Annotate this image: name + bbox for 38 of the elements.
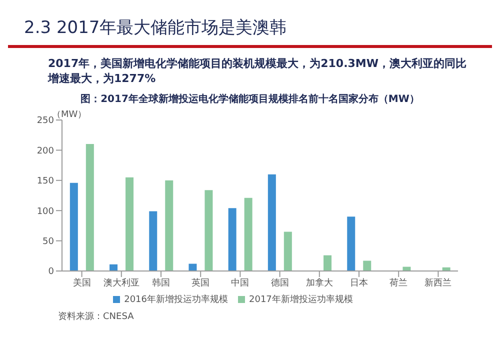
bar <box>86 144 94 271</box>
chart-title: 2.3 2017年最大储能市场是美澳韩 <box>8 8 492 48</box>
x-tick-label: 新西兰 <box>424 277 452 288</box>
y-tick-label: 150 <box>36 176 54 187</box>
x-tick-label: 日本 <box>350 277 368 288</box>
legend-label: 2016年新增投运功率规模 <box>124 295 228 305</box>
bar <box>228 208 236 271</box>
bar <box>268 174 276 271</box>
bar <box>363 260 372 271</box>
x-tick-label: 中国 <box>231 277 250 288</box>
chart-subtitle: 2017年，美国新增电化学储能项目的装机规模最大，为210.3MW，澳大利亚的同比增速最大，为1277% <box>46 56 468 86</box>
bar <box>347 216 356 271</box>
bar <box>188 264 197 271</box>
bar <box>110 264 118 271</box>
bar <box>244 198 252 271</box>
x-tick-label: 加拿大 <box>306 277 333 288</box>
x-tick-label: 英国 <box>192 277 210 288</box>
bar <box>284 232 292 271</box>
bar <box>204 190 213 271</box>
y-tick-label: 250 <box>36 116 54 126</box>
y-tick-label: 50 <box>42 236 54 247</box>
bar <box>126 177 134 271</box>
y-axis-title: （MW） <box>52 109 87 120</box>
text: 资料来源：CNESA <box>57 310 135 323</box>
y-tick-label: 100 <box>36 206 54 217</box>
legend-label: 2017年新增投运功率规模 <box>249 295 353 305</box>
y-tick-label: 0 <box>48 267 54 278</box>
x-tick-label: 荷兰 <box>390 277 408 288</box>
x-tick-label: 韩国 <box>152 277 170 288</box>
bar <box>165 180 174 271</box>
bar <box>70 182 78 271</box>
bar <box>324 255 332 271</box>
bar <box>149 211 158 271</box>
x-tick-label: 澳大利亚 <box>103 277 140 288</box>
text: 图：2017年全球新增投运电化学储能项目规模排名前十名国家分布（MW） <box>80 92 420 106</box>
x-tick-label: 德国 <box>270 277 289 288</box>
x-tick-label: 美国 <box>72 277 91 288</box>
y-tick-label: 200 <box>36 146 54 156</box>
